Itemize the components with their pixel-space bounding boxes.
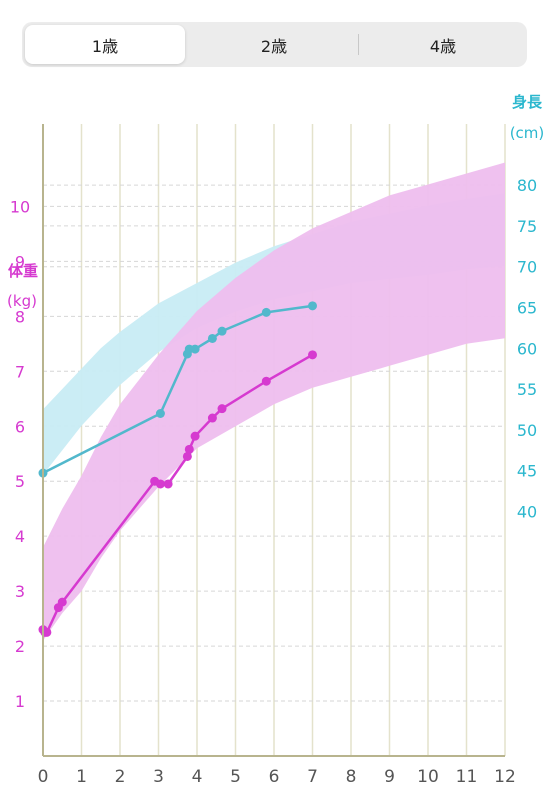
weight-series-point	[182, 451, 192, 461]
height-tick-label: 40	[517, 502, 537, 521]
weight-series-point	[190, 431, 200, 441]
weight-series-point	[261, 376, 271, 386]
tab-2-years[interactable]: 2歳	[260, 36, 288, 56]
height-tick-label: 60	[517, 339, 537, 358]
segment-divider	[358, 34, 359, 55]
tab-1-year[interactable]: 1歳	[25, 25, 185, 64]
height-tick-label: 70	[517, 258, 537, 277]
height-tick-label: 45	[517, 462, 537, 481]
weight-series-point	[155, 479, 165, 489]
x-tick-label: 7	[307, 767, 318, 787]
x-tick-label: 2	[115, 767, 126, 787]
x-tick-label: 1	[76, 767, 87, 787]
x-tick-label: 10	[417, 767, 439, 787]
weight-axis-unit: (kg)	[7, 292, 37, 310]
x-tick-label: 12	[494, 767, 516, 787]
weight-series-point	[308, 350, 317, 360]
weight-series-point	[184, 444, 194, 454]
height-series-point	[207, 333, 217, 343]
weight-tick-label: 5	[15, 472, 25, 491]
height-tick-label: 55	[517, 380, 537, 399]
data-series	[38, 301, 317, 637]
weight-tick-label: 6	[15, 417, 25, 436]
height-axis-unit: (cm)	[510, 124, 545, 142]
weight-tick-label: 3	[15, 582, 25, 601]
weight-tick-label: 10	[10, 197, 30, 216]
height-series-point	[190, 344, 200, 354]
percentile-bands	[43, 162, 505, 641]
x-tick-label: 11	[456, 767, 478, 787]
weight-series-point	[163, 479, 173, 489]
x-tick-label: 0	[38, 767, 49, 787]
height-tick-label: 65	[517, 298, 537, 317]
weight-tick-label: 1	[15, 692, 25, 711]
x-tick-label: 5	[230, 767, 241, 787]
x-tick-label: 9	[384, 767, 395, 787]
height-tick-label: 50	[517, 421, 537, 440]
weight-tick-label: 8	[15, 307, 25, 326]
x-tick-label: 3	[153, 767, 164, 787]
weight-series-point	[57, 597, 67, 607]
age-segmented-control: 1歳 2歳 4歳	[22, 22, 527, 67]
weight-percentile-band	[43, 162, 505, 641]
axes: 0 1 2 3 4 5 6 7 8 9 10 11 12123456789104045505560657…	[10, 124, 537, 787]
weight-tick-label: 2	[15, 637, 25, 656]
height-series-point	[217, 326, 227, 336]
tab-4-years[interactable]: 4歳	[429, 36, 457, 56]
height-series-point	[308, 301, 317, 311]
height-tick-label: 75	[517, 217, 537, 236]
height-series-point	[155, 408, 165, 418]
weight-tick-label: 9	[15, 252, 25, 271]
weight-tick-label: 7	[15, 362, 25, 381]
height-axis-title: 身長	[512, 93, 543, 111]
weight-tick-label: 4	[15, 527, 25, 546]
weight-axis-title: 体重	[8, 262, 38, 280]
x-tick-label: 8	[346, 767, 357, 787]
weight-series-point	[217, 404, 227, 414]
weight-series-point	[207, 413, 217, 423]
weight-series-point	[42, 627, 52, 637]
x-tick-label: 6	[269, 767, 280, 787]
height-series-point	[261, 307, 271, 317]
x-tick-label: 4	[192, 767, 203, 787]
height-tick-label: 80	[517, 176, 537, 195]
